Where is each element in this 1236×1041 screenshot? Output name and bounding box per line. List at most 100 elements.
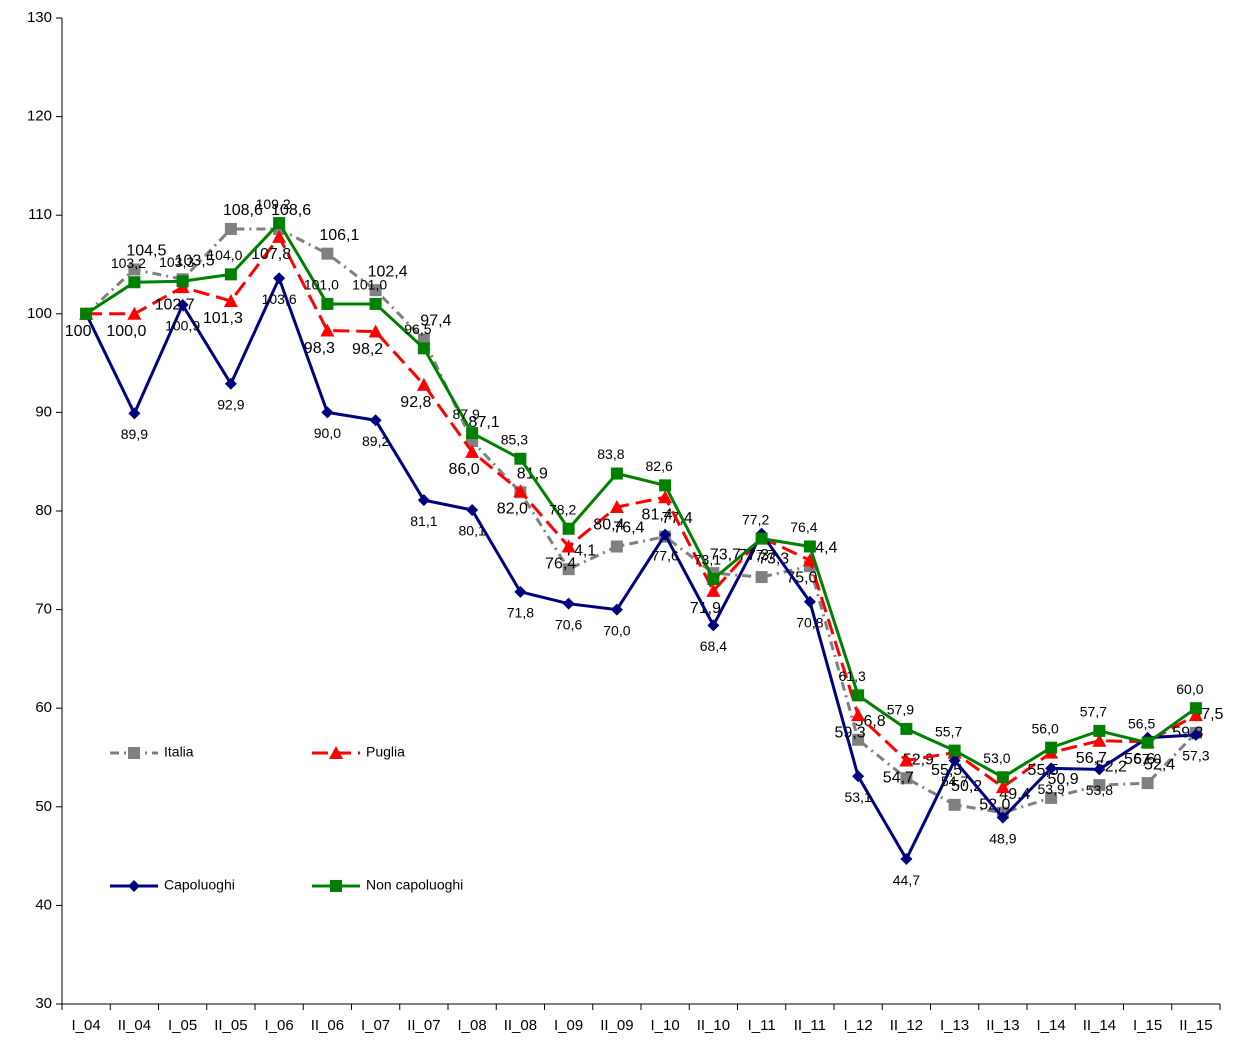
y-tick-label: 130: [27, 9, 52, 26]
data-label: 82,6: [646, 458, 673, 474]
data-point: [513, 484, 528, 498]
data-point: [659, 528, 672, 541]
data-point: [514, 585, 527, 598]
data-label: 53,0: [983, 750, 1010, 766]
y-tick-label: 110: [28, 206, 52, 223]
x-tick-label: I_09: [554, 1017, 583, 1034]
data-point: [996, 771, 1009, 784]
data-point: [996, 811, 1009, 824]
data-label: 76,4: [613, 520, 644, 537]
data-point: [223, 293, 238, 307]
data-label: 81,4: [642, 506, 673, 523]
data-point: [755, 571, 768, 584]
data-label: 57,9: [887, 702, 914, 718]
data-point: [1093, 763, 1106, 776]
data-point: [416, 377, 431, 391]
legend-label: Italia: [164, 744, 194, 760]
data-point: [610, 467, 623, 480]
data-label: 53,1: [845, 789, 872, 805]
data-label: 50,9: [1048, 771, 1079, 788]
data-label: 59,3: [835, 724, 866, 741]
data-point: [272, 229, 287, 243]
data-point: [369, 284, 382, 297]
y-tick-label: 120: [27, 108, 52, 125]
series-line: [85, 220, 1197, 779]
x-tick-label: II_07: [407, 1017, 440, 1034]
x-tick-label: I_11: [748, 1017, 776, 1034]
data-point: [1189, 728, 1202, 741]
data-point: [224, 223, 237, 236]
data-label: 55,7: [935, 723, 962, 739]
data-point: [659, 479, 672, 492]
data-point: [128, 407, 141, 420]
data-label: 101,0: [352, 277, 387, 293]
data-point: [1189, 702, 1202, 715]
x-tick-label: I_07: [361, 1017, 390, 1034]
data-point: [128, 276, 141, 289]
data-point: [224, 377, 237, 390]
y-tick-label: 50: [35, 798, 52, 815]
data-label: 82,0: [497, 500, 528, 517]
data-label: 73,1: [694, 552, 721, 568]
x-tick-label: I_13: [940, 1017, 969, 1034]
x-tick-label: I_05: [168, 1017, 197, 1034]
data-point: [176, 275, 189, 288]
data-point: [707, 619, 720, 632]
x-tick-label: II_13: [986, 1017, 1019, 1034]
data-label: 53,8: [1086, 782, 1113, 798]
legend-label: Puglia: [366, 744, 405, 760]
data-point: [851, 708, 866, 722]
data-point: [948, 744, 961, 757]
data-point: [900, 772, 913, 785]
data-point: [514, 452, 527, 465]
data-label: 70,6: [555, 616, 582, 632]
data-label: 92,9: [217, 397, 244, 413]
data-label: 56,0: [1032, 720, 1059, 736]
data-point: [1188, 708, 1203, 722]
data-point: [127, 306, 142, 320]
data-point: [852, 733, 865, 746]
data-point: [224, 268, 237, 281]
data-label: 73,7: [710, 546, 741, 563]
data-point: [1092, 733, 1107, 747]
x-tick-label: I_14: [1037, 1017, 1066, 1034]
legend-marker: [330, 880, 342, 892]
x-tick-label: II_11: [794, 1017, 826, 1034]
data-label: 102,7: [155, 296, 195, 313]
data-label: 86,0: [449, 461, 480, 478]
data-label: 106,1: [319, 227, 359, 244]
data-point: [466, 504, 479, 517]
data-label: 87,1: [469, 414, 500, 431]
x-tick-label: II_08: [504, 1017, 537, 1034]
data-label: 85,3: [501, 431, 528, 447]
data-point: [755, 532, 768, 545]
data-label: 92,8: [400, 394, 431, 411]
data-label: 80,4: [593, 516, 624, 533]
data-label: 108,6: [223, 202, 263, 219]
data-point: [900, 853, 913, 866]
data-label: 89,2: [362, 433, 389, 449]
data-label: 75,0: [786, 570, 817, 587]
data-label: 103,2: [111, 255, 146, 271]
x-tick-label: I_08: [458, 1017, 487, 1034]
legend-label: Capoluoghi: [164, 877, 235, 893]
y-tick-label: 90: [35, 403, 52, 420]
data-label: 100: [65, 323, 92, 340]
data-label: 104,0: [207, 247, 242, 263]
data-label: 100,0: [106, 323, 146, 340]
data-label: 80,1: [459, 523, 486, 539]
data-label: 103,6: [262, 291, 297, 307]
data-point: [609, 500, 624, 514]
data-point: [562, 563, 575, 576]
data-point: [852, 770, 865, 783]
data-point: [369, 297, 382, 310]
data-label: 52,4: [1144, 756, 1175, 773]
data-label: 81,1: [410, 513, 437, 529]
data-label: 108,6: [271, 202, 311, 219]
data-point: [948, 754, 961, 767]
data-label: 74,1: [565, 542, 596, 559]
y-tick-label: 100: [27, 305, 52, 322]
data-point: [321, 406, 334, 419]
data-label: 60,0: [1176, 681, 1203, 697]
data-label: 76,4: [545, 556, 576, 573]
